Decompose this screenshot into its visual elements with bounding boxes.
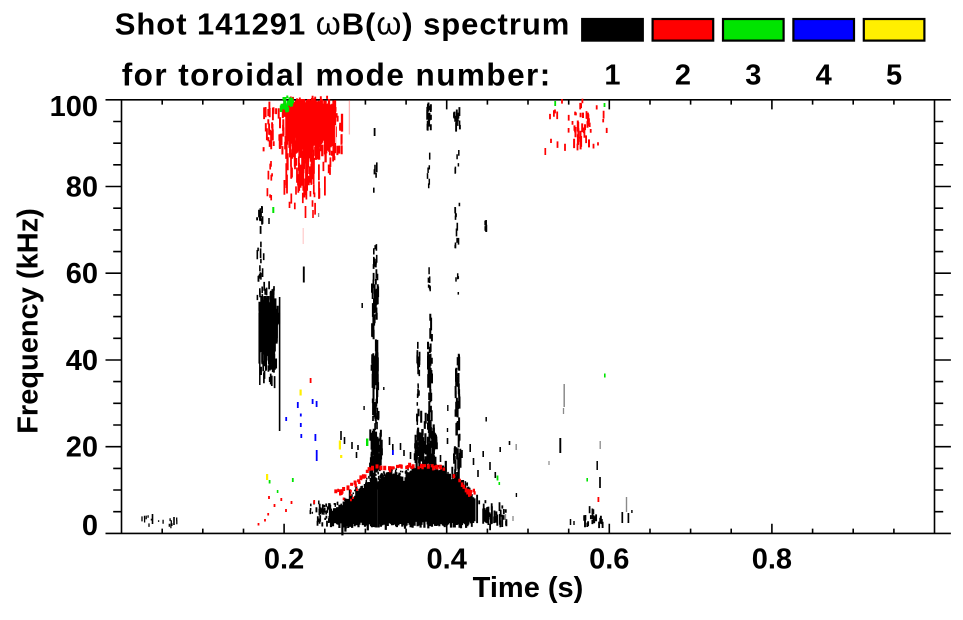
- svg-text:0: 0: [82, 510, 98, 542]
- svg-text:20: 20: [66, 432, 98, 464]
- svg-text:Time (s): Time (s): [473, 572, 584, 604]
- svg-text:100: 100: [50, 91, 98, 123]
- svg-text:Shot 141291 ωB(ω) spectrum: Shot 141291 ωB(ω) spectrum: [115, 6, 570, 42]
- svg-text:1: 1: [604, 60, 620, 92]
- svg-text:0.8: 0.8: [752, 544, 792, 576]
- svg-text:40: 40: [66, 345, 98, 377]
- svg-text:80: 80: [66, 171, 98, 203]
- svg-text:60: 60: [66, 258, 98, 290]
- svg-text:2: 2: [675, 60, 691, 92]
- svg-text:0.4: 0.4: [427, 544, 467, 576]
- svg-text:for toroidal mode number:: for toroidal mode number:: [122, 57, 552, 93]
- svg-text:4: 4: [816, 60, 832, 92]
- svg-text:0.2: 0.2: [264, 544, 304, 576]
- svg-text:0.6: 0.6: [589, 544, 629, 576]
- svg-text:Frequency (kHz): Frequency (kHz): [12, 208, 44, 434]
- svg-text:3: 3: [745, 60, 761, 92]
- svg-text:5: 5: [886, 60, 902, 92]
